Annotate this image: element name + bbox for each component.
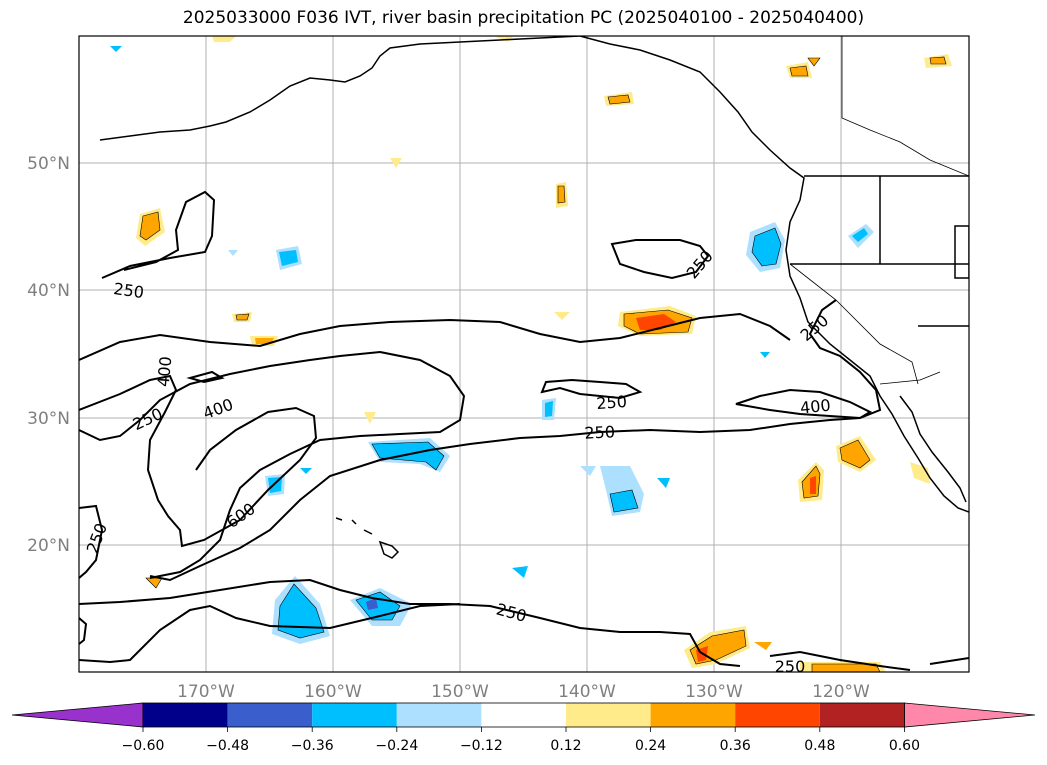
lon-label: 140°W bbox=[558, 682, 616, 702]
state-borders bbox=[789, 36, 969, 385]
colorbar-tick-label: 0.24 bbox=[635, 738, 666, 754]
contour-label: 400 bbox=[799, 395, 831, 417]
colorbar-extend-max bbox=[904, 702, 1036, 728]
contour-label: 250 bbox=[775, 657, 806, 676]
colorbar-segment bbox=[819, 703, 905, 727]
colorbar-tick-label: 0.12 bbox=[550, 738, 581, 754]
lat-label: 20°N bbox=[27, 536, 70, 556]
map-frame bbox=[78, 35, 970, 673]
contour-label: 250 bbox=[584, 422, 615, 443]
map-area bbox=[79, 36, 969, 672]
contour-label: 250 bbox=[596, 392, 628, 413]
gridlines bbox=[79, 36, 969, 672]
colorbar-extend-min bbox=[11, 702, 144, 728]
colorbar-segment bbox=[227, 703, 313, 727]
colorbar: −0.60 −0.48 −0.36 −0.24 −0.12 0.12 0.24 … bbox=[11, 702, 1036, 754]
contour-label: 250 bbox=[112, 279, 145, 302]
longitude-labels: 170°W 160°W 150°W 140°W 130°W 120°W bbox=[177, 682, 870, 702]
colorbar-tick-label: 0.60 bbox=[889, 738, 920, 754]
colorbar-segment bbox=[312, 703, 397, 727]
lon-label: 120°W bbox=[812, 682, 870, 702]
colorbar-tick-label: −0.36 bbox=[291, 738, 334, 754]
colorbar-tick-label: −0.60 bbox=[122, 738, 165, 754]
lon-label: 170°W bbox=[177, 682, 235, 702]
colorbar-tick-label: 0.48 bbox=[804, 738, 835, 754]
colorbar-tick-label: 0.36 bbox=[720, 738, 751, 754]
colorbar-tick-label: −0.48 bbox=[206, 738, 249, 754]
latitude-labels: 50°N 40°N 30°N 20°N bbox=[27, 154, 70, 556]
colorbar-tick-label: −0.12 bbox=[460, 738, 503, 754]
colorbar-segment bbox=[650, 703, 736, 727]
lat-label: 50°N bbox=[27, 154, 70, 174]
contour-label: 400 bbox=[154, 355, 176, 387]
ivt-contours bbox=[79, 190, 969, 671]
lat-label: 40°N bbox=[27, 281, 70, 301]
lon-label: 160°W bbox=[304, 682, 362, 702]
lon-label: 130°W bbox=[685, 682, 743, 702]
precip-positive-patches bbox=[136, 36, 952, 672]
lon-label: 150°W bbox=[431, 682, 489, 702]
lat-label: 30°N bbox=[27, 409, 70, 429]
colorbar-segment bbox=[143, 703, 228, 727]
colorbar-tick-label: −0.24 bbox=[375, 738, 418, 754]
coastlines bbox=[99, 36, 969, 559]
colorbar-segment bbox=[735, 703, 820, 727]
colorbar-segment bbox=[566, 703, 651, 727]
colorbar-segment bbox=[481, 703, 566, 727]
colorbar-segment bbox=[396, 703, 482, 727]
map-title: 2025033000 F036 IVT, river basin precipi… bbox=[182, 8, 865, 28]
